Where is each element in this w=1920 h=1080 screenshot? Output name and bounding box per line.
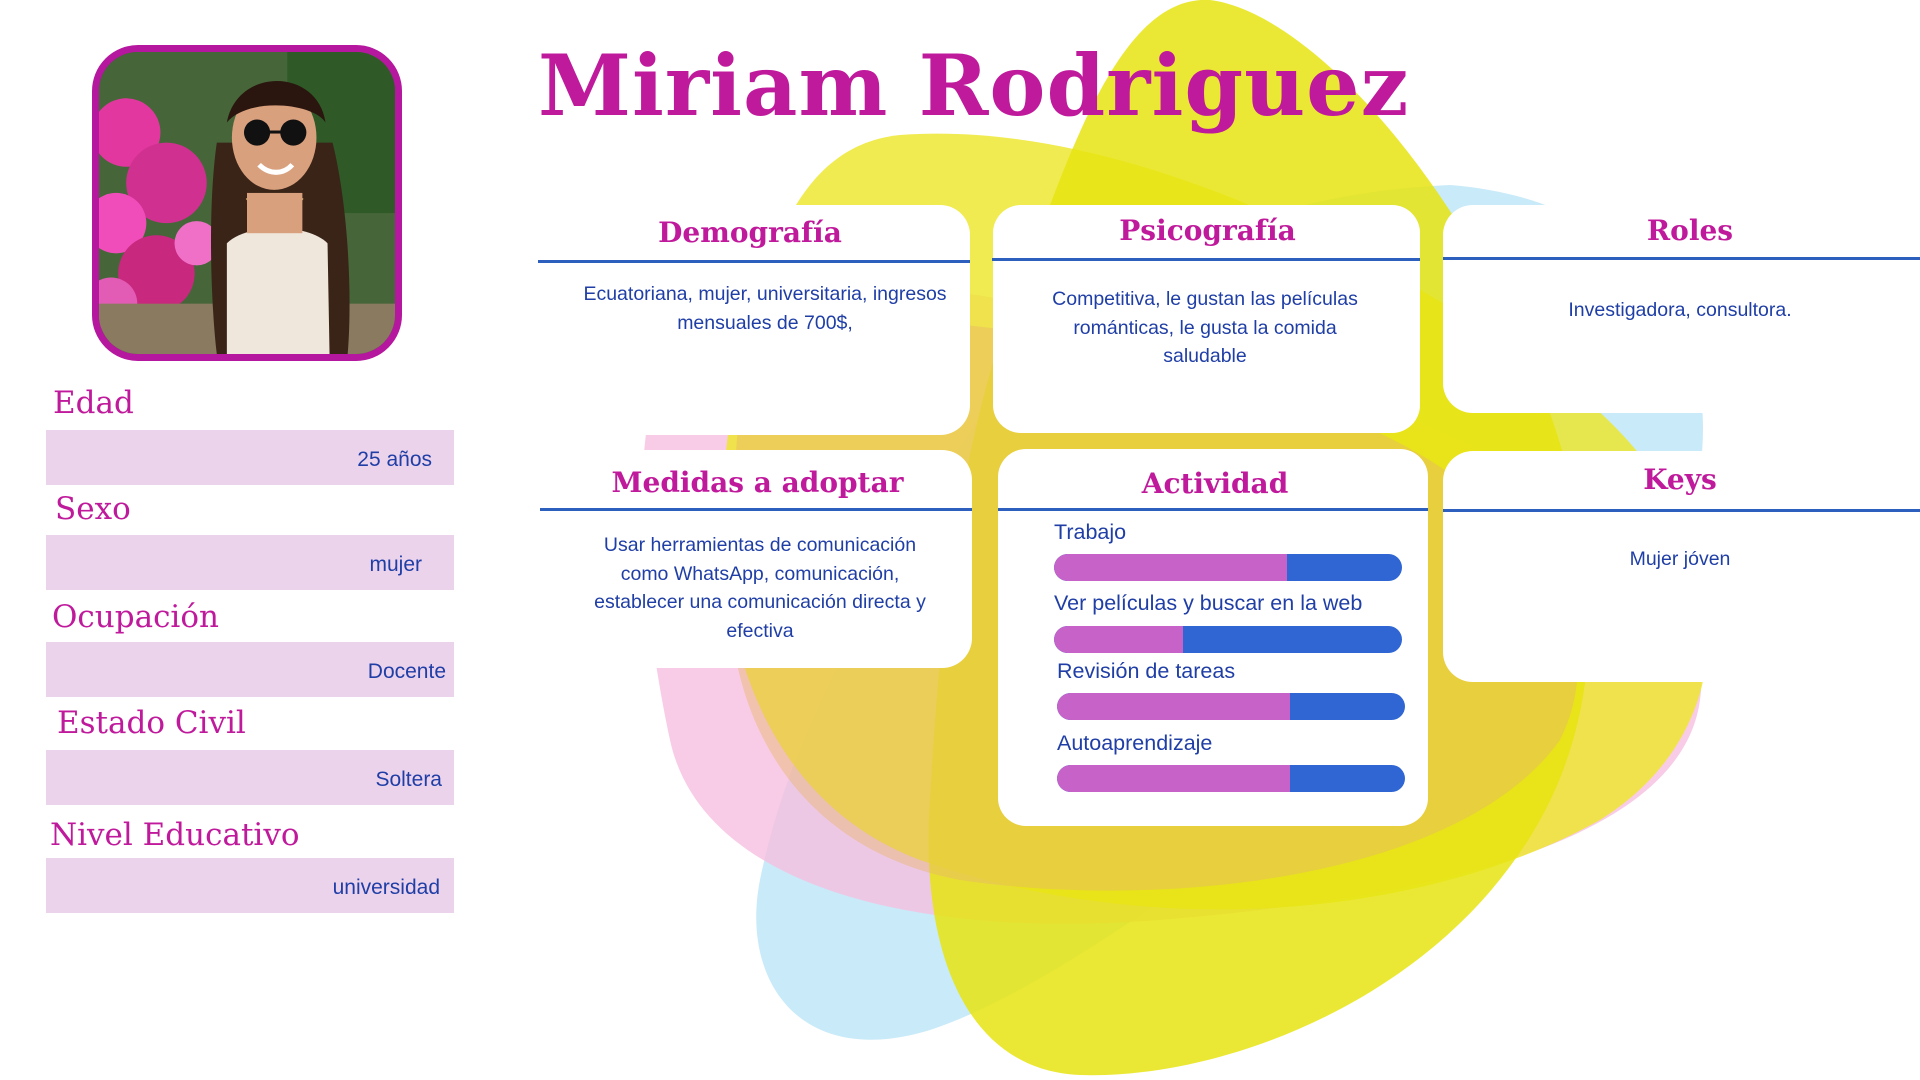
keys-text: Mujer jóven: [1629, 548, 1731, 570]
activity-bar-peliculas: [1054, 626, 1402, 653]
roles-text: Investigadora, consultora.: [1568, 299, 1792, 321]
activity-bar-fill-tareas: [1057, 693, 1291, 720]
psicografia-title: Psicografía: [1119, 214, 1296, 247]
keys-title: Keys: [1643, 463, 1717, 496]
card-keys: [1443, 451, 1920, 682]
card-psicografia: [993, 205, 1420, 433]
card-demografia: [540, 205, 970, 435]
field-value-sexo: mujer: [369, 553, 422, 576]
medidas-divider: [540, 508, 972, 511]
avatar: [92, 45, 402, 361]
medidas-title: Medidas a adoptar: [611, 466, 904, 499]
field-label-nivel-educativo: Nivel Educativo: [50, 817, 300, 853]
activity-bar-fill-trabajo: [1054, 554, 1288, 581]
field-nivel-educativo: universidad: [46, 858, 454, 913]
field-value-nivel-educativo: universidad: [332, 876, 440, 899]
person-photo-icon: [99, 52, 395, 354]
medidas-text: Usar herramientas de comunicación como W…: [594, 534, 926, 642]
activity-bar-autoaprendizaje: [1057, 765, 1405, 792]
demografia-title: Demografía: [658, 216, 842, 249]
field-value-ocupacion: Docente: [367, 660, 446, 683]
actividad-title: Actividad: [1141, 467, 1289, 500]
persona-name: Miriam Rodriguez: [538, 36, 1410, 135]
psicografia-divider: [992, 258, 1420, 261]
demografia-divider: [538, 260, 970, 263]
activity-label-trabajo: Trabajo: [1054, 520, 1127, 544]
roles-title: Roles: [1646, 214, 1734, 247]
field-value-estado-civil: Soltera: [375, 768, 442, 791]
field-label-ocupacion: Ocupación: [52, 599, 219, 635]
activity-bar-tareas: [1057, 693, 1405, 720]
activity-label-peliculas: Ver películas y buscar en la web: [1054, 591, 1363, 615]
field-sexo: mujer: [46, 535, 454, 590]
activity-label-tareas: Revisión de tareas: [1057, 659, 1236, 683]
card-medidas: [540, 450, 972, 668]
roles-divider: [1443, 257, 1920, 260]
field-value-edad: 25 años: [357, 448, 432, 471]
activity-bar-fill-peliculas: [1054, 626, 1183, 653]
keys-divider: [1443, 509, 1920, 512]
actividad-divider: [998, 508, 1428, 511]
psicografia-text: Competitiva, le gustan las películas rom…: [1052, 288, 1358, 367]
field-label-sexo: Sexo: [55, 491, 131, 527]
field-label-edad: Edad: [53, 385, 134, 421]
field-estado-civil: Soltera: [46, 750, 454, 805]
card-roles: [1443, 205, 1920, 413]
activity-label-autoaprendizaje: Autoaprendizaje: [1057, 731, 1213, 755]
activity-bar-fill-autoaprendizaje: [1057, 765, 1291, 792]
field-label-estado-civil: Estado Civil: [57, 705, 246, 741]
field-ocupacion: Docente: [46, 642, 454, 697]
activity-bar-trabajo: [1054, 554, 1402, 581]
field-edad: 25 años: [46, 430, 454, 485]
demografia-text: Ecuatoriana, mujer, universitaria, ingre…: [583, 283, 947, 334]
